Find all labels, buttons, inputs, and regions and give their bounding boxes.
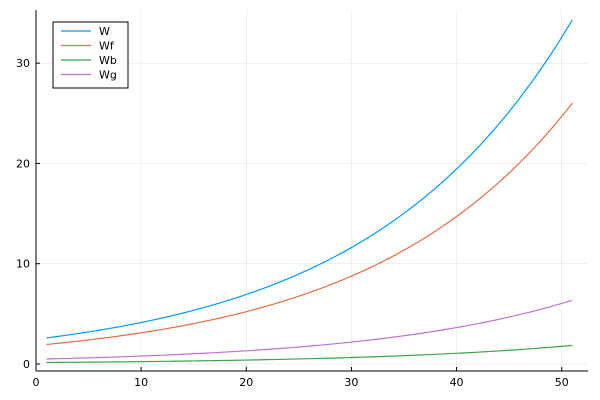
x-tick-label: 30 [344, 376, 358, 389]
legend-label-w: W [99, 25, 110, 38]
legend-box [52, 21, 129, 89]
grid [35, 10, 588, 371]
series-line-wf [46, 102, 573, 346]
series-lines [46, 19, 573, 364]
legend-label-wf: Wf [99, 40, 115, 53]
x-tick-label: 0 [33, 376, 40, 389]
ticks: 0 10 20 30 40 50 0 10 20 30 [16, 57, 569, 389]
axes [35, 10, 588, 372]
x-tick-label: 10 [134, 376, 148, 389]
series-line-wg [46, 299, 573, 360]
y-tick-label: 30 [16, 57, 30, 70]
legend-label-wg: Wg [99, 69, 117, 82]
y-tick-label: 0 [23, 358, 30, 371]
x-tick-label: 20 [239, 376, 253, 389]
series-line-w [46, 19, 573, 339]
y-tick-label: 10 [16, 258, 30, 271]
x-tick-label: 50 [555, 376, 569, 389]
y-tick-label: 20 [16, 157, 30, 170]
x-tick-label: 40 [450, 376, 464, 389]
series-line-wb [46, 344, 573, 364]
legend-label-wb: Wb [99, 54, 117, 67]
